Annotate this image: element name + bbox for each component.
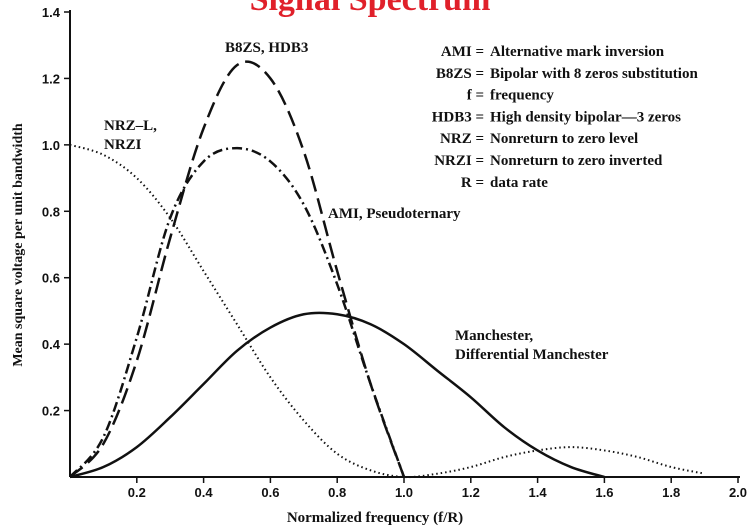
y-axis-label: Mean square voltage per unit bandwidth — [11, 123, 26, 367]
legend-text: data rate — [490, 175, 548, 191]
series-line — [69, 146, 406, 478]
legend-key: f = — [467, 88, 484, 104]
legend-key: AMI = — [441, 44, 484, 60]
x-tick-label: 1.0 — [395, 485, 413, 500]
y-tick-label: 0.2 — [42, 404, 60, 419]
series-label: AMI, Pseudoternary — [328, 206, 461, 222]
legend-text: Nonreturn to zero inverted — [490, 153, 663, 169]
x-tick-label: 0.4 — [195, 485, 214, 500]
chart-title: Signal Spectrum — [250, 0, 491, 18]
y-tick-label: 0.6 — [42, 271, 60, 286]
x-tick-label: 0.6 — [261, 485, 279, 500]
legend-key: NRZI = — [434, 153, 484, 169]
series-label: Differential Manchester — [455, 347, 609, 363]
legend-text: frequency — [490, 88, 554, 104]
x-tick-label: 0.2 — [128, 485, 146, 500]
y-tick-label: 0.8 — [42, 204, 60, 219]
series-label: NRZ–L, — [104, 118, 157, 134]
series-label: Manchester, — [455, 328, 533, 344]
y-tick-label: 1.2 — [42, 71, 60, 86]
legend-key: HDB3 = — [432, 109, 484, 125]
x-axis-label: Normalized frequency (f/R) — [287, 510, 463, 526]
x-tick-label: 1.8 — [662, 485, 680, 500]
series-label: NRZI — [104, 137, 142, 153]
y-tick-label: 1.0 — [42, 138, 60, 153]
legend-text: Nonreturn to zero level — [490, 131, 638, 147]
series-line — [69, 143, 705, 479]
legend-text: Bipolar with 8 zeros substitution — [490, 66, 698, 82]
series-label: B8ZS, HDB3 — [225, 40, 308, 56]
legend-key: B8ZS = — [436, 66, 484, 82]
legend-key: NRZ = — [440, 131, 484, 147]
y-tick-label: 0.4 — [42, 337, 61, 352]
x-tick-label: 1.4 — [529, 485, 548, 500]
legend-text: High density bipolar—3 zeros — [490, 109, 681, 125]
legend-text: Alternative mark inversion — [490, 44, 665, 60]
x-tick-label: 2.0 — [729, 485, 747, 500]
x-tick-label: 1.2 — [462, 485, 480, 500]
x-tick-label: 0.8 — [328, 485, 346, 500]
y-tick-label: 1.4 — [42, 5, 61, 20]
x-tick-label: 1.6 — [595, 485, 613, 500]
legend-key: R = — [461, 175, 484, 191]
series-line — [69, 60, 406, 478]
series-line — [69, 311, 605, 479]
